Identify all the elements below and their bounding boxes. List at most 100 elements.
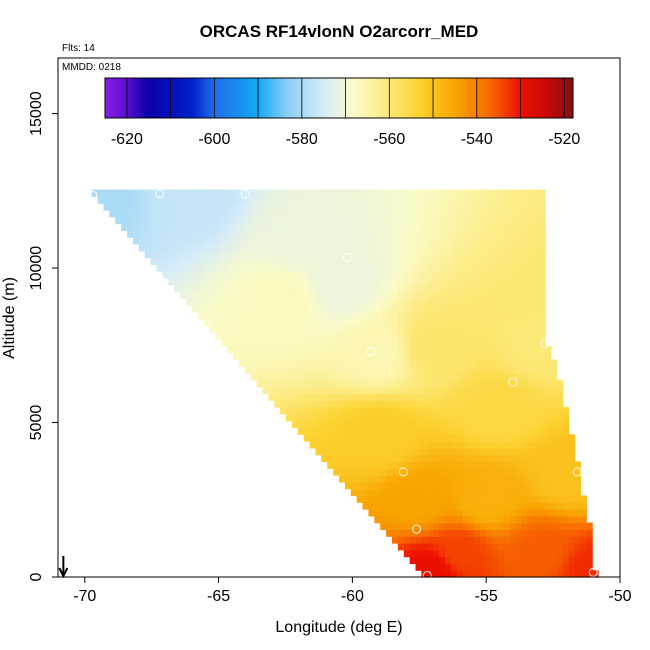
heatmap-cell xyxy=(315,230,322,238)
heatmap-cell xyxy=(439,305,446,313)
heatmap-cell xyxy=(556,549,564,558)
heatmap-cell xyxy=(391,366,399,374)
heatmap-cell xyxy=(168,237,175,245)
heatmap-cell xyxy=(374,196,381,204)
heatmap-cell xyxy=(421,434,428,442)
colorbar-segment xyxy=(323,78,327,118)
heatmap-cell xyxy=(480,563,487,571)
heatmap-cell xyxy=(533,284,540,293)
heatmap-cell xyxy=(521,284,529,293)
heatmap-cell xyxy=(427,563,434,571)
heatmap-cell xyxy=(233,325,240,333)
heatmap-cell xyxy=(533,216,540,225)
heatmap-cell xyxy=(468,407,476,415)
heatmap-cell xyxy=(550,379,558,388)
heatmap-cell xyxy=(333,196,340,204)
heatmap-cell xyxy=(439,339,446,347)
heatmap-cell xyxy=(374,481,381,490)
heatmap-cell xyxy=(456,189,464,197)
heatmap-cell xyxy=(480,468,487,476)
heatmap-cell xyxy=(533,495,540,503)
heatmap-cell xyxy=(321,379,328,388)
heatmap-cell xyxy=(368,393,375,401)
heatmap-cell xyxy=(280,196,287,204)
heatmap-cell xyxy=(297,325,305,333)
heatmap-cell xyxy=(339,209,346,218)
heatmap-cell xyxy=(556,379,564,388)
heatmap-cell xyxy=(238,189,246,197)
heatmap-cell xyxy=(315,203,322,211)
heatmap-cell xyxy=(197,196,205,204)
heatmap-cell xyxy=(362,305,370,313)
heatmap-cell xyxy=(474,237,481,245)
heatmap-cell xyxy=(280,257,287,265)
heatmap-cell xyxy=(274,305,281,313)
heatmap-cell xyxy=(280,311,287,320)
heatmap-cell xyxy=(474,291,481,299)
heatmap-cell xyxy=(521,345,529,354)
heatmap-cell xyxy=(556,413,564,422)
heatmap-cell xyxy=(427,243,434,252)
heatmap-cell xyxy=(221,277,228,286)
heatmap-cell xyxy=(138,237,146,245)
heatmap-cell xyxy=(444,393,452,401)
heatmap-cell xyxy=(403,441,411,449)
heatmap-cell xyxy=(509,373,517,381)
heatmap-cell xyxy=(462,230,470,238)
heatmap-cell xyxy=(444,379,452,388)
heatmap-cell xyxy=(433,475,440,483)
heatmap-cell xyxy=(397,203,405,211)
colorbar-segment xyxy=(538,78,541,118)
heatmap-cell xyxy=(327,434,334,442)
heatmap-cell xyxy=(456,230,464,238)
colorbar-segment xyxy=(168,78,172,118)
heatmap-cell xyxy=(580,543,587,551)
heatmap-cell xyxy=(327,196,334,204)
heatmap-cell xyxy=(233,223,240,231)
heatmap-cell xyxy=(203,277,211,286)
heatmap-cell xyxy=(509,454,517,463)
heatmap-cell xyxy=(280,237,287,245)
heatmap-cell xyxy=(480,243,487,252)
heatmap-cell xyxy=(250,196,258,204)
heatmap-cell xyxy=(462,325,470,333)
heatmap-cell xyxy=(403,366,411,374)
heatmap-cell xyxy=(462,400,470,408)
heatmap-cell xyxy=(421,305,428,313)
heatmap-cell xyxy=(238,264,246,272)
heatmap-cell xyxy=(115,196,122,204)
heatmap-cell xyxy=(456,332,464,340)
heatmap-cell xyxy=(521,502,529,510)
heatmap-cell xyxy=(286,196,293,204)
heatmap-cell xyxy=(391,203,399,211)
heatmap-cell xyxy=(450,536,458,544)
colorbar-segment xyxy=(398,78,401,118)
heatmap-cell xyxy=(221,196,228,204)
heatmap-cell xyxy=(391,209,399,218)
colorbar-segment xyxy=(144,78,148,118)
heatmap-cell xyxy=(556,434,564,442)
heatmap-cell xyxy=(397,461,405,469)
heatmap-cell xyxy=(527,243,534,252)
heatmap-cell xyxy=(503,216,511,225)
heatmap-cell xyxy=(256,339,264,347)
heatmap-cell xyxy=(403,407,411,415)
colorbar-segment xyxy=(251,78,255,118)
x-axis-label: Longitude (deg E) xyxy=(275,619,402,636)
heatmap-cell xyxy=(397,311,405,320)
heatmap-cell xyxy=(339,305,346,313)
heatmap-cell xyxy=(439,379,446,388)
colorbar-segment xyxy=(428,78,432,118)
heatmap-cell xyxy=(262,339,269,347)
heatmap-cell xyxy=(268,332,275,340)
heatmap-cell xyxy=(339,441,346,449)
heatmap-cell xyxy=(492,203,499,211)
heatmap-cell xyxy=(321,366,328,374)
heatmap-cell xyxy=(539,311,546,320)
heatmap-cell xyxy=(362,495,370,503)
colorbar-segment xyxy=(216,78,220,118)
heatmap-cell xyxy=(244,284,252,293)
heatmap-cell xyxy=(497,543,505,551)
heatmap-cell xyxy=(327,373,334,381)
heatmap-cell xyxy=(327,223,334,231)
